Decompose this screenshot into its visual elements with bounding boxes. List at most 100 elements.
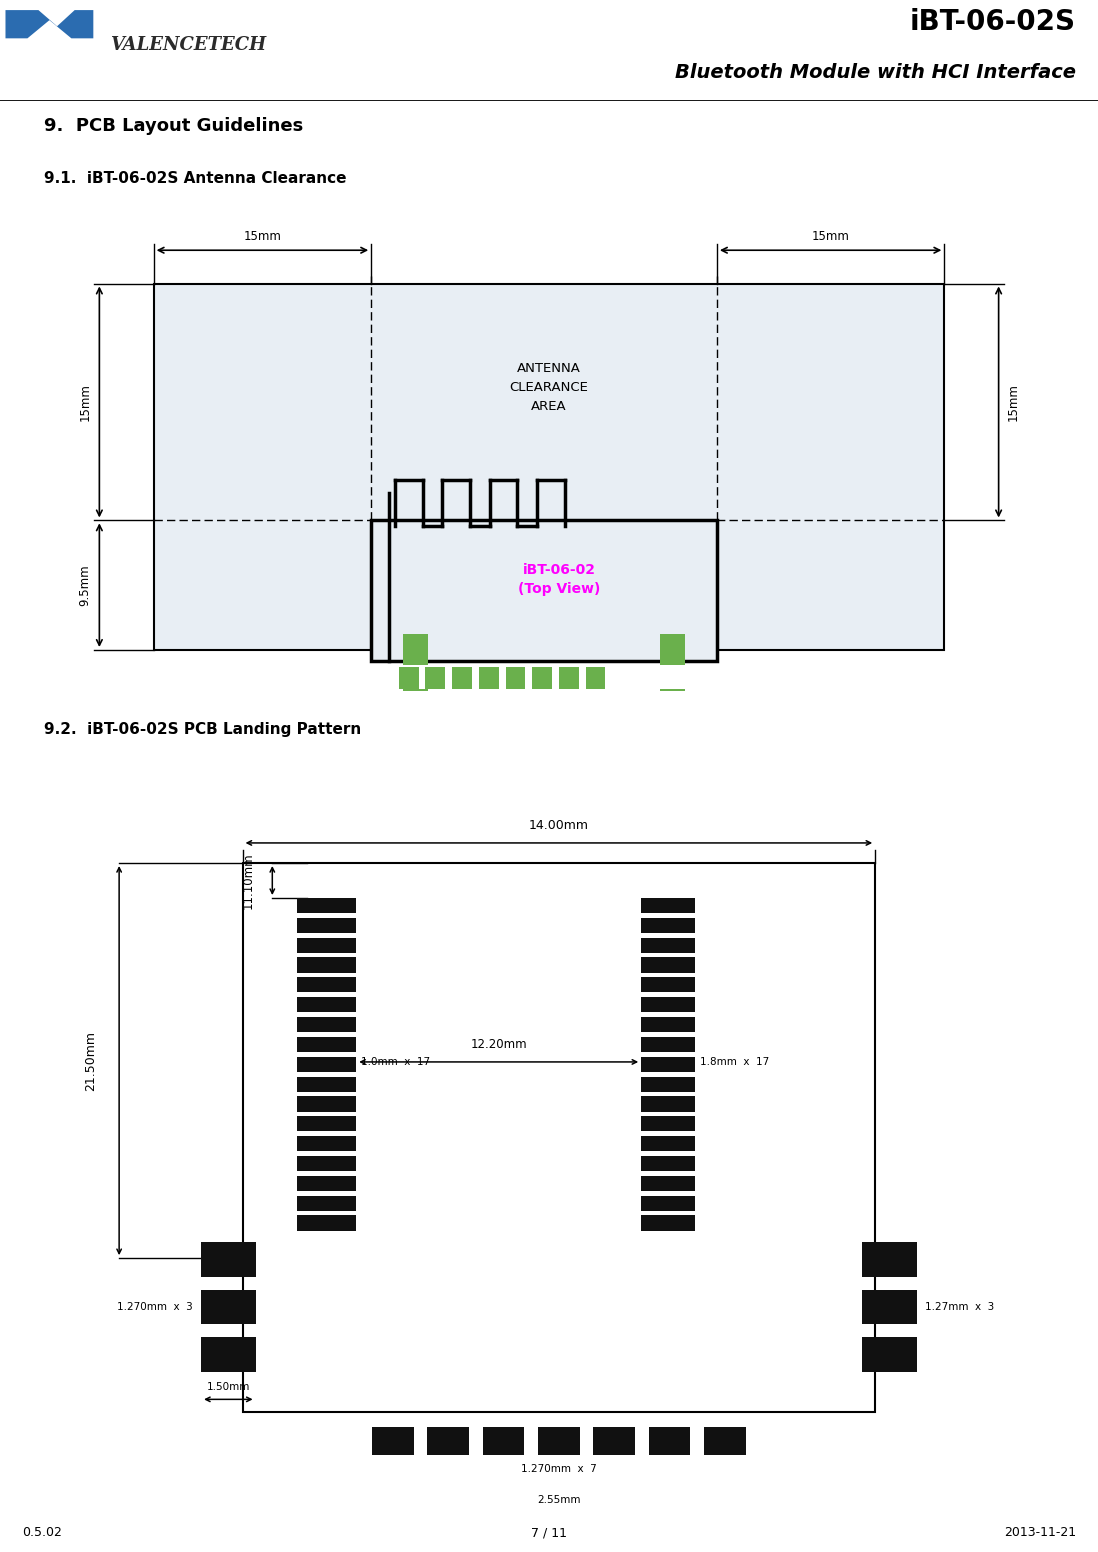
Text: 1.0mm  x  17: 1.0mm x 17 xyxy=(361,1057,430,1066)
Bar xyxy=(641,1017,695,1032)
Text: 15mm: 15mm xyxy=(244,230,281,242)
Text: 1.27mm  x  3: 1.27mm x 3 xyxy=(925,1302,994,1311)
Bar xyxy=(298,1116,357,1131)
Bar xyxy=(479,667,498,689)
Bar xyxy=(298,1136,357,1152)
Bar xyxy=(641,1116,695,1131)
Bar xyxy=(641,998,695,1012)
Bar xyxy=(862,1242,917,1277)
Text: 11.10mm: 11.10mm xyxy=(242,852,255,909)
Bar xyxy=(862,1290,917,1324)
Bar xyxy=(243,863,875,1412)
Bar xyxy=(298,1017,357,1032)
Bar xyxy=(201,1338,256,1372)
Bar xyxy=(594,1428,635,1454)
Text: 9.5mm: 9.5mm xyxy=(78,565,91,605)
Text: 2.55mm: 2.55mm xyxy=(537,1495,581,1504)
Bar xyxy=(641,1136,695,1152)
Bar xyxy=(641,978,695,992)
Bar xyxy=(585,692,605,709)
Text: 9.2.  iBT-06-02S PCB Landing Pattern: 9.2. iBT-06-02S PCB Landing Pattern xyxy=(44,722,361,737)
Text: 9.  PCB Layout Guidelines: 9. PCB Layout Guidelines xyxy=(44,118,303,135)
Bar xyxy=(704,1428,746,1454)
Bar xyxy=(403,689,428,712)
Bar xyxy=(641,1077,695,1091)
Bar xyxy=(641,958,695,973)
Bar xyxy=(154,520,371,650)
Text: 9.1.  iBT-06-02S Antenna Clearance: 9.1. iBT-06-02S Antenna Clearance xyxy=(44,171,347,186)
Bar xyxy=(660,633,685,664)
Text: 15mm: 15mm xyxy=(811,230,850,242)
Text: 15mm: 15mm xyxy=(78,383,91,421)
Bar xyxy=(641,917,695,933)
Bar xyxy=(641,1037,695,1052)
Bar xyxy=(426,667,446,689)
Bar xyxy=(298,937,357,953)
Bar xyxy=(427,1428,469,1454)
Text: ANTENNA
CLEARANCE
AREA: ANTENNA CLEARANCE AREA xyxy=(509,362,589,413)
Bar xyxy=(298,1195,357,1211)
Bar xyxy=(399,692,418,709)
Text: 1.50mm: 1.50mm xyxy=(206,1383,250,1392)
Bar xyxy=(298,978,357,992)
Text: iBT-06-02
(Top View): iBT-06-02 (Top View) xyxy=(517,563,601,596)
Bar xyxy=(717,520,944,650)
Text: 12.20mm: 12.20mm xyxy=(470,1038,527,1051)
Bar xyxy=(641,937,695,953)
Bar xyxy=(298,998,357,1012)
Bar xyxy=(298,917,357,933)
Bar xyxy=(559,692,579,709)
Bar xyxy=(585,667,605,689)
Text: 21.50mm: 21.50mm xyxy=(85,1031,98,1091)
Bar xyxy=(298,899,357,913)
Bar xyxy=(641,1156,695,1172)
Bar xyxy=(641,899,695,913)
Bar xyxy=(479,692,498,709)
Bar xyxy=(862,1338,917,1372)
Bar xyxy=(201,1242,256,1277)
Bar xyxy=(201,1290,256,1324)
Bar xyxy=(533,692,552,709)
Bar xyxy=(372,1428,414,1454)
Bar xyxy=(298,1176,357,1190)
Text: VALENCETECH: VALENCETECH xyxy=(110,36,266,54)
Bar xyxy=(403,633,428,664)
Bar xyxy=(660,689,685,712)
Bar xyxy=(298,1215,357,1231)
Bar xyxy=(538,1428,580,1454)
Bar xyxy=(298,958,357,973)
Bar xyxy=(298,1057,357,1072)
Text: 7 / 11: 7 / 11 xyxy=(531,1526,567,1540)
Text: 1.270mm  x  3: 1.270mm x 3 xyxy=(117,1302,193,1311)
Text: Bluetooth Module with HCI Interface: Bluetooth Module with HCI Interface xyxy=(675,64,1076,82)
Text: 2013-11-21: 2013-11-21 xyxy=(1004,1526,1076,1540)
Text: 15mm: 15mm xyxy=(1007,383,1020,421)
Bar xyxy=(505,667,525,689)
Bar xyxy=(371,520,717,661)
Bar xyxy=(298,1156,357,1172)
Text: iBT-06-02S: iBT-06-02S xyxy=(910,8,1076,36)
Text: 14.00mm: 14.00mm xyxy=(529,819,589,832)
Bar xyxy=(641,1215,695,1231)
Bar xyxy=(641,1096,695,1111)
Bar xyxy=(452,667,472,689)
Bar xyxy=(426,692,446,709)
Bar xyxy=(298,1037,357,1052)
Bar xyxy=(649,1428,691,1454)
Bar xyxy=(154,284,944,650)
Bar xyxy=(452,692,472,709)
Text: 1.8mm  x  17: 1.8mm x 17 xyxy=(701,1057,770,1066)
Bar xyxy=(559,667,579,689)
Bar xyxy=(505,692,525,709)
Polygon shape xyxy=(5,9,93,39)
Bar xyxy=(399,667,418,689)
Bar xyxy=(483,1428,525,1454)
Bar xyxy=(154,284,944,520)
Bar xyxy=(641,1195,695,1211)
Text: 1.270mm  x  7: 1.270mm x 7 xyxy=(522,1464,596,1473)
Bar xyxy=(533,667,552,689)
Text: 0.5.02: 0.5.02 xyxy=(22,1526,61,1540)
Bar xyxy=(298,1077,357,1091)
Bar xyxy=(298,1096,357,1111)
Bar xyxy=(641,1176,695,1190)
